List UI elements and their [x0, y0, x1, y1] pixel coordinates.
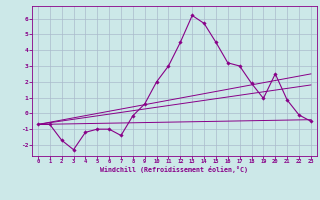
- X-axis label: Windchill (Refroidissement éolien,°C): Windchill (Refroidissement éolien,°C): [100, 166, 248, 173]
